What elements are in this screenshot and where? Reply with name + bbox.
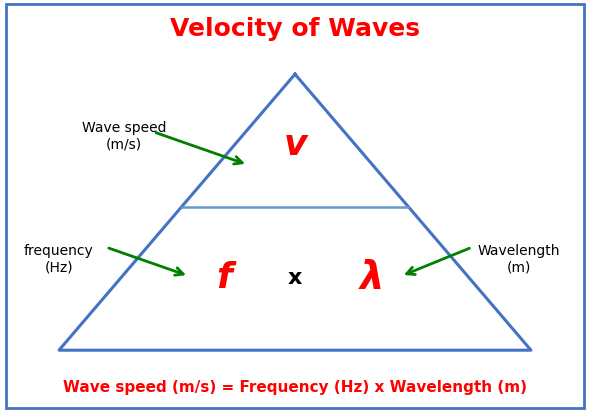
Text: f: f bbox=[217, 262, 232, 295]
Text: x: x bbox=[288, 269, 302, 288]
Text: λ: λ bbox=[359, 260, 384, 297]
Text: Wave speed (m/s) = Frequency (Hz) x Wavelength (m): Wave speed (m/s) = Frequency (Hz) x Wave… bbox=[63, 380, 527, 395]
Text: Velocity of Waves: Velocity of Waves bbox=[170, 17, 420, 41]
Text: frequency
(Hz): frequency (Hz) bbox=[24, 244, 94, 275]
Text: Wave speed
(m/s): Wave speed (m/s) bbox=[81, 121, 166, 151]
Text: v: v bbox=[283, 128, 307, 162]
Text: Wavelength
(m): Wavelength (m) bbox=[478, 244, 560, 275]
